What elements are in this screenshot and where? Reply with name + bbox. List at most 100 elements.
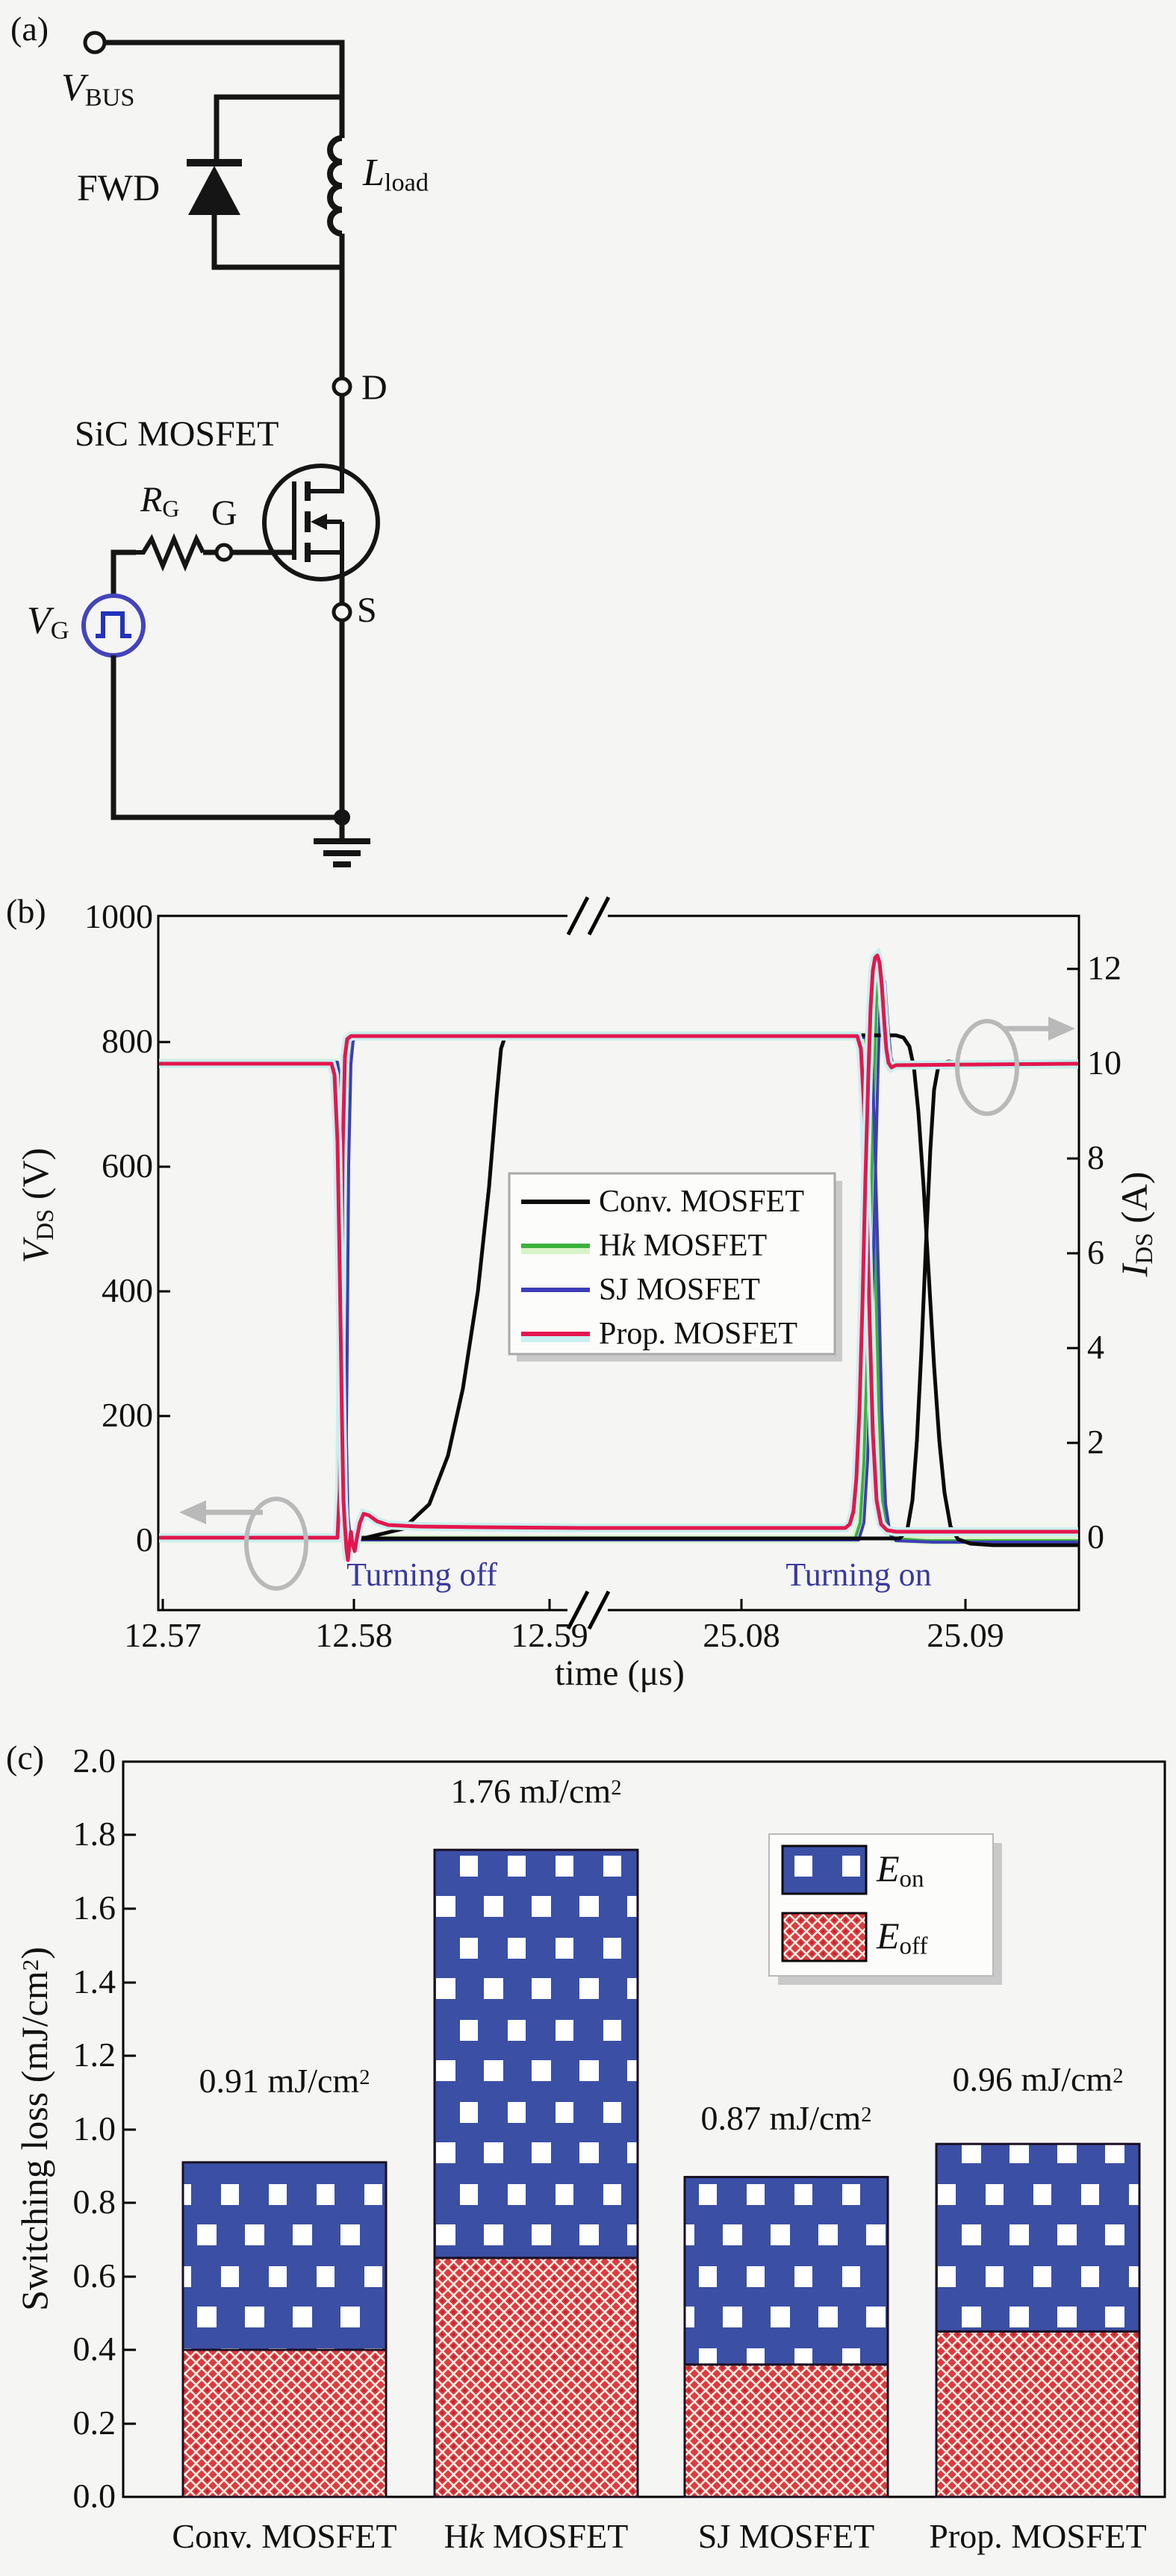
- b-right-tick: 0: [1087, 1518, 1104, 1556]
- b-right-tick: 6: [1087, 1233, 1104, 1271]
- vg-label: VG: [27, 599, 69, 645]
- right-axis-ticks: [1067, 967, 1079, 1539]
- wire: [211, 215, 342, 270]
- b-x-axis-label: time (μs): [555, 1653, 685, 1693]
- wire: [214, 94, 342, 160]
- b-left-tick: 200: [102, 1396, 153, 1434]
- c-category-label: SJ MOSFET: [697, 2517, 875, 2555]
- c-tick: 0.8: [72, 2183, 116, 2221]
- eon-swatch: [781, 1844, 868, 1895]
- gate-label: G: [211, 493, 237, 533]
- source-label: S: [357, 590, 377, 630]
- right-axis-indicator-icon: [955, 1017, 1075, 1116]
- bar-eon-segment: [181, 2161, 388, 2351]
- wire: [111, 549, 136, 596]
- b-right-tick: 8: [1087, 1138, 1104, 1176]
- b-left-tick: 800: [102, 1022, 153, 1060]
- turning-on-annotation: Turning on: [785, 1556, 932, 1593]
- diode-symbol: [187, 159, 242, 215]
- eoff-legend-label: Eoff: [877, 1915, 928, 1960]
- bar-eoff-segment: [683, 2363, 889, 2498]
- b-right-tick: 10: [1087, 1044, 1121, 1082]
- c-tick: 0.6: [72, 2257, 116, 2295]
- c-tick: 1.0: [72, 2109, 116, 2148]
- c-tick: 2.0: [72, 1741, 116, 1780]
- turning-off-annotation: Turning off: [346, 1556, 497, 1593]
- b-left-tick: 400: [102, 1271, 153, 1309]
- mosfet-symbol: [262, 464, 380, 581]
- waveform-plot-frame: [157, 896, 1080, 1630]
- bar-total-label: 0.91 mJ/cm2: [199, 2062, 370, 2100]
- b-yleft-axis-label: VDS (V): [13, 1147, 60, 1264]
- wire: [105, 40, 345, 138]
- eon-legend-label: Eon: [877, 1847, 924, 1893]
- drain-label: D: [361, 368, 388, 408]
- prop-ids-curve: [159, 953, 1078, 1562]
- c-category-label: Prop. MOSFET: [929, 2517, 1147, 2555]
- device-label: SiC MOSFET: [75, 414, 279, 454]
- vbus-label: VBUS: [61, 66, 135, 112]
- bar-total-label: 0.96 mJ/cm2: [952, 2060, 1124, 2098]
- panel-c-tag: (c): [6, 1738, 45, 1777]
- c-y-axis-label: Switching loss (mJ/cm2): [13, 1947, 55, 2311]
- c-category-label: Hk MOSFET: [444, 2517, 629, 2555]
- left-axis-indicator-icon: [179, 1497, 308, 1591]
- vbus-terminal: [83, 31, 107, 54]
- left-axis-ticks: [158, 1041, 170, 1542]
- legend-b-entry: Prop. MOSFET: [599, 1317, 798, 1351]
- b-x-tick: 12.59: [511, 1616, 588, 1654]
- c-tick: 1.8: [72, 1815, 116, 1853]
- wire: [111, 655, 342, 820]
- panel-b-tag: (b): [6, 892, 46, 930]
- gate-terminal: [214, 543, 234, 562]
- eoff-swatch: [781, 1912, 868, 1962]
- legend-b-entry: Conv. MOSFET: [599, 1185, 804, 1219]
- b-right-tick: 4: [1087, 1328, 1104, 1366]
- c-axis-ticks: [123, 1833, 136, 2425]
- c-category-label: Conv. MOSFET: [172, 2517, 397, 2555]
- legend-c-box: [768, 1833, 1002, 1985]
- inductor-symbol: [327, 135, 343, 237]
- b-x-tick: 25.09: [927, 1616, 1004, 1654]
- bar-eon-segment: [433, 1848, 639, 2260]
- conv-vds-curve: [159, 1033, 1078, 1547]
- legend-b-box: [508, 1172, 842, 1362]
- bar-eoff-segment: [433, 2257, 639, 2498]
- panel-a-tag: (a): [10, 10, 49, 48]
- c-tick: 1.4: [72, 1962, 116, 2000]
- b-left-tick: 0: [136, 1521, 153, 1559]
- x-axis-ticks: [161, 1599, 967, 1610]
- waveform-curves: [159, 946, 1078, 1562]
- b-left-tick: 600: [102, 1147, 153, 1185]
- lload-label: Lload: [363, 152, 429, 197]
- rg-label: RG: [140, 480, 180, 522]
- axis-break-icon: [566, 896, 611, 1630]
- pulse-source-icon: [81, 593, 146, 658]
- bar-eoff-segment: [935, 2330, 1141, 2498]
- b-left-tick: 1000: [84, 897, 153, 935]
- b-x-tick: 12.58: [315, 1616, 393, 1654]
- c-tick: 1.6: [72, 1889, 116, 1927]
- legend-b-entry: Hk MOSFET: [599, 1229, 768, 1263]
- b-x-tick: 12.57: [124, 1616, 202, 1654]
- bar-eoff-segment: [181, 2348, 388, 2498]
- drain-terminal: [332, 376, 352, 397]
- legend-b-entry: SJ MOSFET: [599, 1273, 760, 1307]
- source-terminal: [332, 602, 352, 623]
- c-tick: 0.4: [72, 2330, 116, 2368]
- b-yright-axis-label: IDS (A): [1113, 1171, 1159, 1277]
- bar-eon-segment: [683, 2176, 889, 2366]
- bar-eon-segment: [935, 2142, 1141, 2333]
- c-tick: 0.0: [72, 2477, 116, 2515]
- circuit-diagram: [81, 31, 380, 867]
- bar-series: [181, 1848, 1141, 2498]
- bar-chart-frame: [122, 1760, 1166, 2498]
- c-tick: 1.2: [72, 2036, 116, 2074]
- b-x-tick: 25.08: [703, 1616, 780, 1654]
- fwd-label: FWD: [77, 166, 161, 208]
- bar-total-label: 0.87 mJ/cm2: [700, 2099, 872, 2137]
- b-right-tick: 12: [1087, 949, 1121, 987]
- c-tick: 0.2: [72, 2404, 116, 2442]
